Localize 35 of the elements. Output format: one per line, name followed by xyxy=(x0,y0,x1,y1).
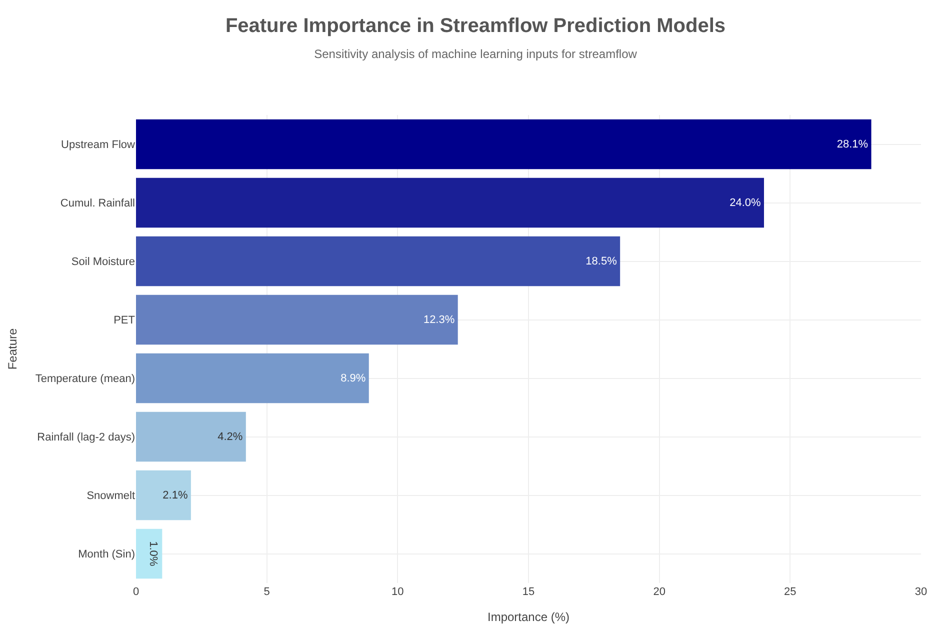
x-tick-label: 30 xyxy=(914,586,928,598)
x-tick-label: 10 xyxy=(392,586,404,598)
y-tick-label: Soil Moisture xyxy=(71,256,135,268)
y-tick-label: Month (Sin) xyxy=(78,548,135,561)
bar xyxy=(136,528,162,579)
bar xyxy=(136,294,458,345)
data-label: 28.1% xyxy=(836,138,868,150)
data-label: 8.9% xyxy=(340,372,366,384)
y-tick-label: Temperature (mean) xyxy=(35,373,135,386)
bar xyxy=(136,236,620,286)
data-label: 24.0% xyxy=(730,196,761,209)
bar xyxy=(136,119,872,170)
data-label: 2.1% xyxy=(162,489,188,502)
chart-subtitle: Sensitivity analysis of machine learning inputs for streamflow xyxy=(314,47,638,62)
data-label: 1.0% xyxy=(147,541,160,566)
x-axis-title: Importance (%) xyxy=(487,610,570,624)
x-tick-label: 25 xyxy=(784,586,796,598)
y-axis-title: Feature xyxy=(6,328,20,370)
bar xyxy=(136,178,764,228)
x-tick-label: 0 xyxy=(132,586,140,598)
data-label: 18.5% xyxy=(586,255,618,268)
bar xyxy=(136,412,246,462)
x-tick-label: 5 xyxy=(264,586,270,598)
x-tick-label: 20 xyxy=(653,586,666,598)
bar xyxy=(136,353,369,404)
y-tick-label: Snowmelt xyxy=(86,490,135,502)
bar xyxy=(136,470,191,520)
y-tick-label: Upstream Flow xyxy=(61,139,136,152)
x-tick-label: 15 xyxy=(522,586,535,598)
y-tick-label: Cumul. Rainfall xyxy=(60,198,135,210)
y-tick-label: PET xyxy=(114,314,136,327)
chart-title: Feature Importance in Streamflow Prediction Models xyxy=(225,15,726,38)
data-label: 4.2% xyxy=(218,430,243,443)
data-label: 12.3% xyxy=(423,314,455,326)
y-tick-label: Rainfall (lag-2 days) xyxy=(37,432,135,444)
